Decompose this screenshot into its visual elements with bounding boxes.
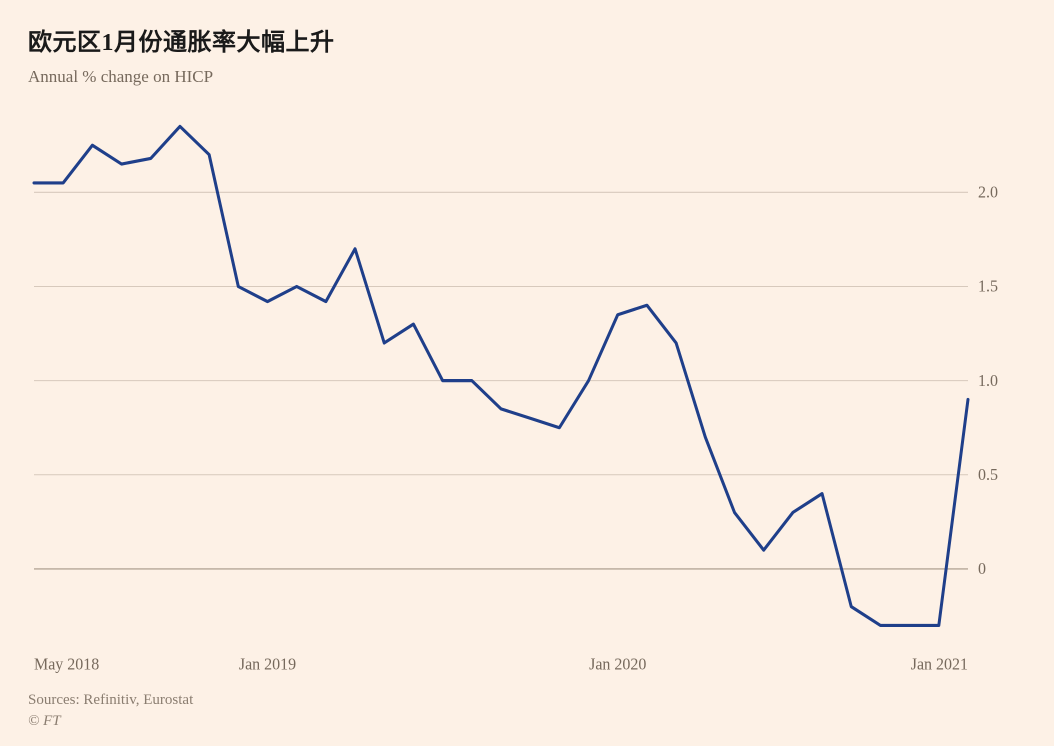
y-tick-label: 1.5 [978,276,998,295]
copyright-text: © FT [28,713,1026,730]
chart-area: 0 0.5 1.0 1.5 2.0 May 2018 Jan 2019 Jan 2020 Jan… [28,95,1026,682]
x-tick-label: Jan 2020 [589,654,646,673]
y-tick-label: 2.0 [978,182,998,201]
line-chart: 0 0.5 1.0 1.5 2.0 May 2018 Jan 2019 Jan 2020 Jan… [28,95,1026,682]
y-tick-label: 0.5 [978,465,998,484]
hicp-line [34,126,968,625]
x-tick-label: Jan 2021 [911,654,968,673]
x-tick-label: May 2018 [34,654,99,673]
chart-subtitle: Annual % change on HICP [28,67,1026,87]
y-tick-label: 0 [978,559,986,578]
sources-text: Sources: Refinitiv, Eurostat [28,692,1026,709]
x-tick-label: Jan 2019 [239,654,296,673]
chart-title: 欧元区1月份通胀率大幅上升 [28,22,1026,57]
chart-footer: Sources: Refinitiv, Eurostat © FT [28,692,1026,730]
figure-container: 欧元区1月份通胀率大幅上升 Annual % change on HICP 00… [0,0,1054,746]
y-tick-label: 1.0 [978,371,998,390]
